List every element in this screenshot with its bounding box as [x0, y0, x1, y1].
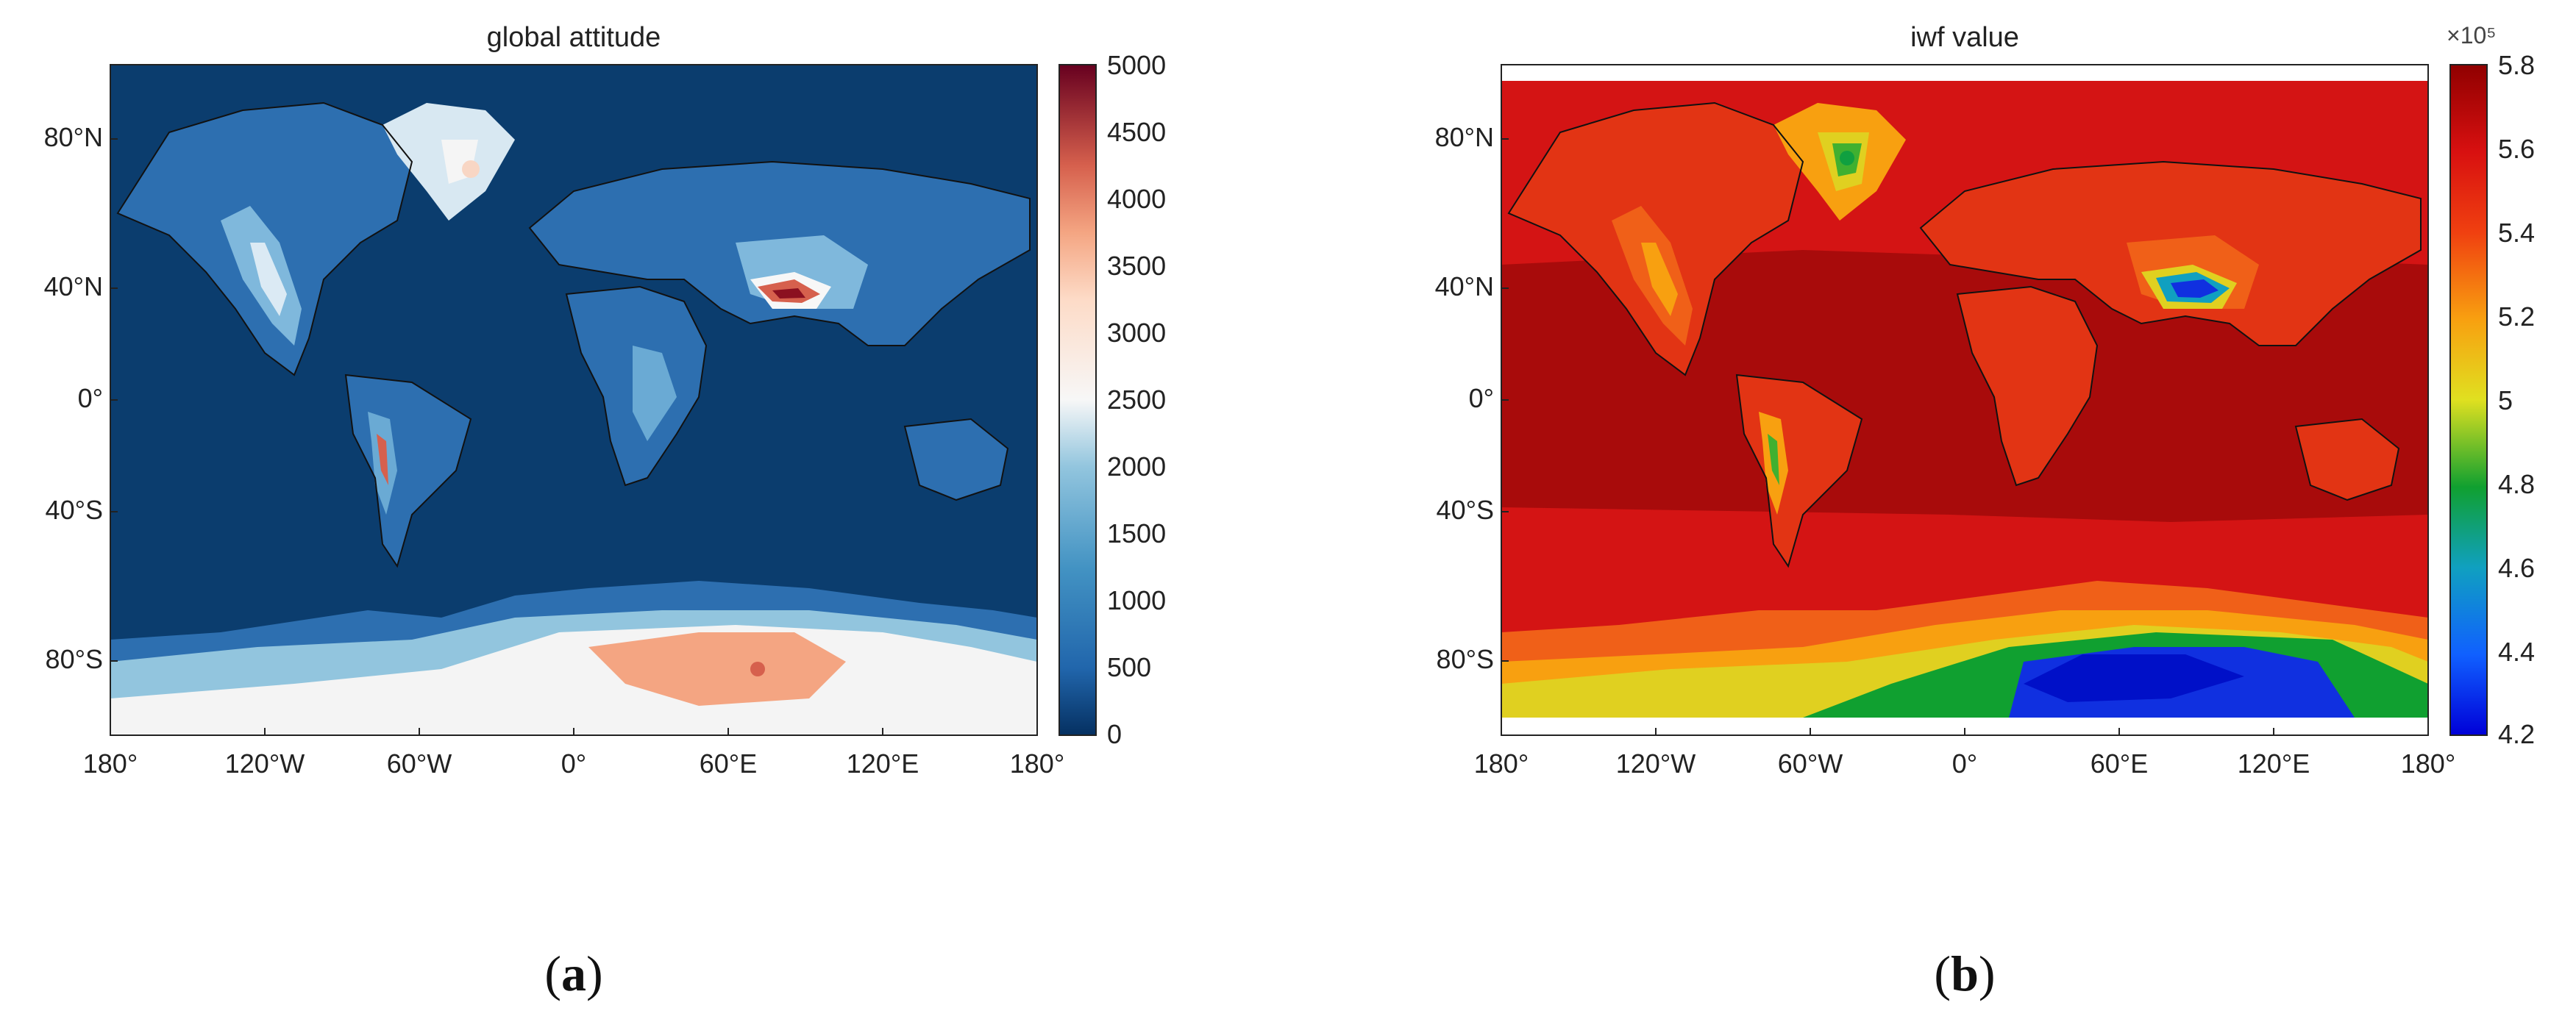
colorbar-tick-label: 5.6 [2498, 134, 2536, 164]
panel-caption: (a) [544, 946, 603, 1001]
colorbar-tick-label: 4.8 [2498, 469, 2536, 499]
panel-b: iwf value [1288, 0, 2576, 1033]
y-tick-label: 40°N [43, 271, 103, 301]
colorbar-tick-label: 3500 [1107, 251, 1167, 281]
panel-caption: (b) [1934, 946, 1996, 1001]
colorbar-tick-label: 1000 [1107, 585, 1167, 615]
colorbar-tick-label: 2000 [1107, 451, 1167, 482]
land-africa [1957, 287, 2097, 485]
x-tick-label: 180° [1009, 748, 1065, 779]
y-tick-label: 0° [1468, 383, 1494, 413]
y-tick-label: 80°N [1434, 122, 1494, 152]
x-tick-label: 0° [561, 748, 587, 779]
y-tick-label: 40°S [1436, 495, 1494, 525]
colorbar-tick-label: 5000 [1107, 50, 1167, 80]
colorbar-tick-label: 4.2 [2498, 719, 2536, 749]
colorbar-tick-label: 5 [2498, 385, 2513, 415]
map-title: global attitude [486, 22, 661, 53]
x-tick-label: 60°E [699, 748, 758, 779]
map-plot [1501, 64, 2488, 736]
colorbar [2449, 64, 2488, 736]
x-tick-label: 120°W [1615, 748, 1696, 779]
x-tick-label: 180° [82, 748, 138, 779]
y-tick-label: 80°S [45, 644, 103, 674]
y-tick-label: 40°N [1434, 271, 1494, 301]
colorbar-tick-label: 5.4 [2498, 218, 2536, 248]
colorbar-tick-label: 2500 [1107, 385, 1167, 415]
y-tick-label: 80°N [43, 122, 103, 152]
y-tick-label: 0° [77, 383, 103, 413]
colorbar-tick-label: 4000 [1107, 184, 1167, 214]
caption-letter: b [1951, 946, 1979, 1001]
land-australia [905, 419, 1008, 500]
x-tick-label: 120°W [224, 748, 305, 779]
x-tick-label: 0° [1951, 748, 1978, 779]
colorbar-tick-label: 4.4 [2498, 637, 2536, 667]
caption-letter: a [561, 946, 586, 1001]
colorbar-tick-label: 3000 [1107, 318, 1167, 348]
colorbar-tick-label: 1500 [1107, 518, 1167, 548]
colorbar-tick-label: 4.6 [2498, 553, 2536, 583]
panel-a: global attitude [43, 22, 1167, 1001]
y-tick-label: 80°S [1436, 644, 1494, 674]
colorbar-tick-label: 4500 [1107, 117, 1167, 147]
x-tick-label: 180° [2400, 748, 2456, 779]
colorbar-tick-label: 5.8 [2498, 50, 2536, 80]
x-tick-label: 60°E [2090, 748, 2149, 779]
x-tick-label: 60°W [386, 748, 452, 779]
colorbar-exponent: ×10⁵ [2447, 22, 2497, 49]
colorbar-tick-label: 500 [1107, 652, 1152, 682]
map-title: iwf value [1910, 22, 2019, 53]
x-tick-label: 120°E [2237, 748, 2310, 779]
colorbar-tick-label: 5.2 [2498, 301, 2536, 332]
y-tick-label: 40°S [45, 495, 103, 525]
x-tick-label: 60°W [1777, 748, 1843, 779]
colorbar [1058, 64, 1097, 736]
x-tick-label: 180° [1473, 748, 1529, 779]
colorbar-tick-label: 0 [1107, 719, 1122, 749]
map-plot [110, 64, 1097, 736]
land-australia [2296, 419, 2399, 500]
x-tick-label: 120°E [846, 748, 919, 779]
